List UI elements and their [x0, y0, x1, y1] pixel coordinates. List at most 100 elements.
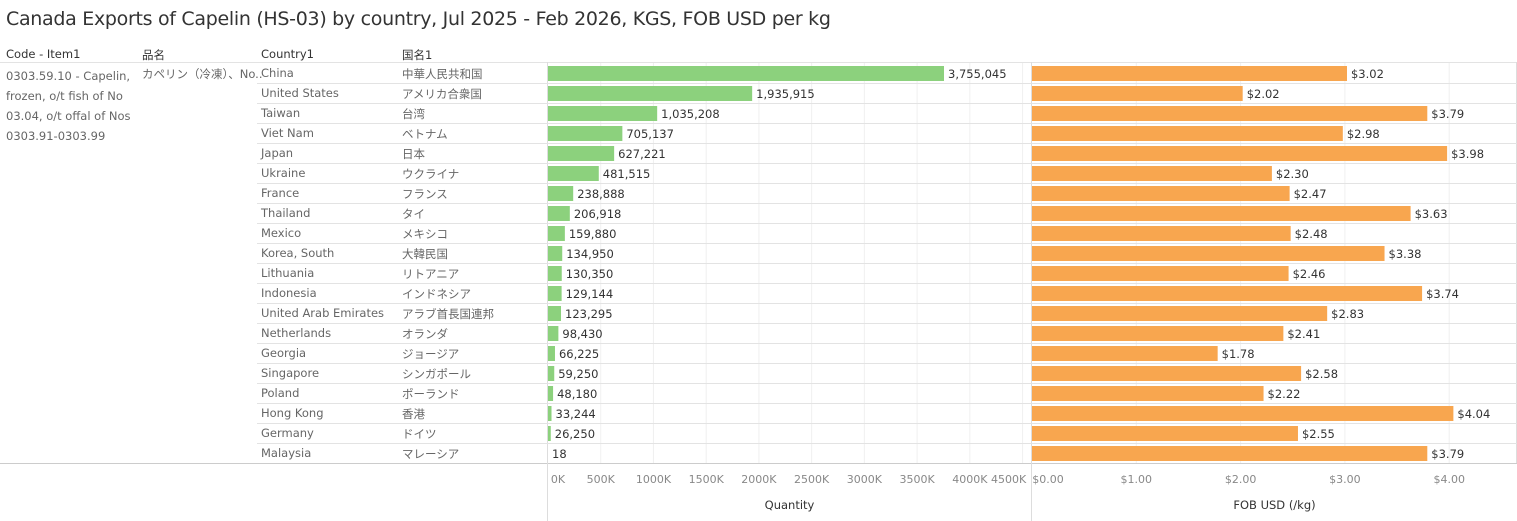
- fob-bar[interactable]: [1032, 146, 1448, 161]
- fob-bar[interactable]: [1032, 326, 1284, 341]
- axis-tick-label: 1000K: [635, 473, 672, 486]
- quantity-bar[interactable]: [548, 426, 551, 441]
- axis-tick-label: 2000K: [741, 473, 777, 486]
- fob-bar[interactable]: [1032, 426, 1298, 441]
- header-code-item[interactable]: Code - Item1: [6, 47, 81, 61]
- country-name-jp: ウクライナ: [402, 167, 460, 181]
- axis-divider: [0, 463, 1517, 464]
- quantity-bar[interactable]: [548, 326, 559, 341]
- country-name-jp: リトアニア: [402, 267, 460, 281]
- country-name-jp: 香港: [402, 407, 425, 421]
- axis-tick-label: $0.00: [1032, 473, 1064, 486]
- header-country[interactable]: Country1: [261, 47, 315, 61]
- axis-tick-label: $2.00: [1224, 473, 1257, 486]
- fob-bar[interactable]: [1032, 186, 1290, 201]
- quantity-bar[interactable]: [548, 346, 555, 361]
- axis-tick-label: 2500K: [794, 473, 830, 486]
- country-name-jp: タイ: [402, 207, 425, 221]
- fob-bar[interactable]: [1032, 166, 1272, 181]
- row-divider: [257, 423, 1517, 424]
- quantity-bar[interactable]: [548, 286, 562, 301]
- quantity-bar[interactable]: [548, 186, 574, 201]
- country-name: Ukraine: [261, 166, 306, 180]
- row-divider: [257, 363, 1517, 364]
- quantity-bar[interactable]: [548, 86, 753, 101]
- quantity-bar[interactable]: [548, 246, 563, 261]
- fob-bar[interactable]: [1032, 126, 1343, 141]
- axis-tick-label: 4500K: [990, 473, 1027, 486]
- row-divider: [257, 223, 1517, 224]
- data-label: 705,137: [626, 127, 674, 141]
- row-divider: [257, 443, 1517, 444]
- quantity-bar[interactable]: [548, 126, 623, 141]
- data-label: $2.30: [1276, 167, 1309, 181]
- fob-bar[interactable]: [1032, 66, 1347, 81]
- quantity-bar[interactable]: [548, 206, 570, 221]
- quantity-bar[interactable]: [548, 66, 945, 81]
- row-divider: [257, 243, 1517, 244]
- country-name-jp: アラブ首長国連邦: [402, 307, 494, 321]
- country-name: Singapore: [261, 366, 320, 380]
- quantity-bar[interactable]: [548, 266, 562, 281]
- quantity-bar[interactable]: [548, 406, 552, 421]
- country-name-jp: ベトナム: [402, 127, 448, 141]
- fob-bar[interactable]: [1032, 86, 1243, 101]
- fob-bar[interactable]: [1032, 246, 1385, 261]
- axis-title: FOB USD (/kg): [1233, 498, 1316, 512]
- fob-bar[interactable]: [1032, 386, 1264, 401]
- data-label: 98,430: [562, 327, 602, 341]
- axis-tick-label: $1.00: [1120, 473, 1153, 486]
- fob-bar[interactable]: [1032, 306, 1328, 321]
- data-label: 66,225: [559, 347, 599, 361]
- quantity-bar[interactable]: [548, 366, 555, 381]
- header-country-jp[interactable]: 国名1: [402, 48, 433, 62]
- item-jp-cell: カペリン（冷凍）、No..: [142, 67, 263, 81]
- axis-tick-label: 500K: [586, 473, 615, 486]
- data-label: $4.04: [1457, 407, 1490, 421]
- country-name: Indonesia: [261, 286, 317, 300]
- country-name: France: [261, 186, 300, 200]
- data-label: 130,350: [566, 267, 614, 281]
- quantity-bar[interactable]: [548, 146, 615, 161]
- country-name: Viet Nam: [261, 126, 314, 140]
- header-item-jp[interactable]: 品名: [142, 48, 165, 62]
- quantity-bar[interactable]: [548, 166, 599, 181]
- row-divider: [257, 183, 1517, 184]
- country-name: Japan: [261, 146, 294, 160]
- pane-border: [1031, 62, 1032, 521]
- data-label: $3.74: [1426, 287, 1459, 301]
- fob-bar[interactable]: [1032, 446, 1428, 461]
- data-label: 18: [552, 447, 567, 461]
- chart-title: Canada Exports of Capelin (HS-03) by cou…: [6, 8, 831, 30]
- fob-bar[interactable]: [1032, 206, 1411, 221]
- row-divider: [257, 263, 1517, 264]
- fob-bar[interactable]: [1032, 106, 1428, 121]
- axis-title: Quantity: [764, 498, 815, 512]
- fob-bar[interactable]: [1032, 406, 1454, 421]
- quantity-bar[interactable]: [548, 226, 565, 241]
- data-label: 48,180: [557, 387, 597, 401]
- data-label: 129,144: [566, 287, 614, 301]
- data-label: $2.98: [1347, 127, 1380, 141]
- data-label: 3,755,045: [948, 67, 1007, 81]
- data-label: $3.02: [1351, 67, 1384, 81]
- country-name: Malaysia: [261, 446, 312, 460]
- quantity-bar[interactable]: [548, 386, 554, 401]
- row-divider: [257, 343, 1517, 344]
- quantity-bar[interactable]: [548, 306, 562, 321]
- row-divider: [257, 123, 1517, 124]
- country-name-jp: ドイツ: [402, 427, 437, 441]
- country-name: Taiwan: [261, 106, 301, 120]
- data-label: 123,295: [565, 307, 613, 321]
- quantity-bar[interactable]: [548, 106, 658, 121]
- country-name-jp: 中華人民共和国: [402, 67, 483, 81]
- data-label: 1,035,208: [661, 107, 720, 121]
- fob-bar[interactable]: [1032, 266, 1289, 281]
- fob-bar[interactable]: [1032, 226, 1291, 241]
- data-label: 627,221: [618, 147, 666, 161]
- fob-bar[interactable]: [1032, 286, 1423, 301]
- fob-bar[interactable]: [1032, 366, 1302, 381]
- axis-tick-label: 3000K: [846, 473, 882, 486]
- fob-bar[interactable]: [1032, 346, 1218, 361]
- country-name: Germany: [261, 426, 314, 440]
